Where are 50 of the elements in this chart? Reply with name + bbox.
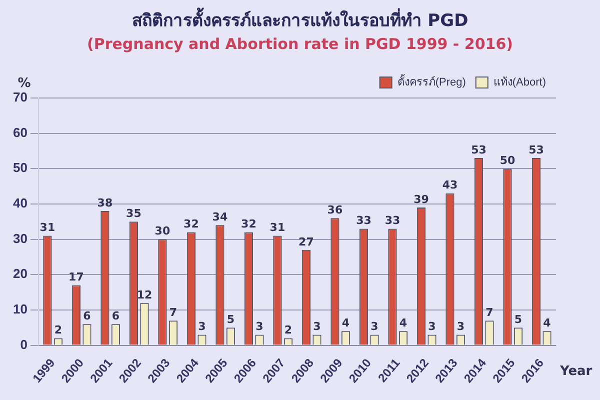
- data-label: 17: [68, 270, 84, 284]
- data-label: 32: [184, 218, 199, 231]
- data-label: 30: [154, 224, 170, 238]
- data-label: 31: [270, 221, 286, 234]
- data-label: 31: [40, 221, 56, 234]
- y-tick-label: 10: [12, 302, 28, 317]
- chart-title: สถิติการตั้งครรภ์และการแท้งในรอบที่ทำ PGD: [130, 6, 470, 33]
- data-label: 38: [97, 196, 113, 210]
- data-label: 32: [241, 218, 256, 231]
- data-label: 6: [112, 309, 120, 322]
- data-label: 3: [256, 320, 264, 334]
- data-label: 3: [370, 320, 378, 334]
- legend-label: ตั้งครรภ์(Preg): [397, 74, 466, 89]
- data-label: 36: [327, 203, 343, 216]
- data-label: 33: [356, 214, 372, 228]
- data-label: 6: [83, 309, 92, 322]
- data-label: 3: [198, 320, 206, 334]
- data-label: 3: [456, 320, 465, 334]
- data-label: 43: [442, 178, 458, 192]
- x-axis-title: Year: [559, 364, 593, 380]
- data-label: 35: [126, 207, 142, 220]
- data-label: 2: [284, 324, 292, 337]
- data-label: 5: [514, 312, 522, 326]
- data-label: 5: [226, 312, 235, 326]
- y-tick-label: 0: [20, 336, 28, 352]
- y-tick-label: 20: [12, 266, 28, 282]
- data-label: 33: [384, 214, 400, 228]
- data-label: 2: [54, 324, 62, 337]
- data-label: 53: [528, 143, 544, 156]
- data-label: 53: [471, 143, 486, 156]
- legend-label: แท้ง(Abort): [493, 76, 546, 89]
- data-label: 3: [313, 320, 321, 334]
- data-label: 34: [212, 210, 228, 224]
- data-label: 27: [298, 235, 314, 248]
- data-label: 4: [342, 316, 350, 330]
- y-axis-title: %: [18, 76, 31, 91]
- y-tick-label: 50: [12, 160, 28, 176]
- data-label: 50: [500, 154, 516, 168]
- data-label: 39: [414, 192, 429, 206]
- y-tick-label: 40: [12, 196, 28, 211]
- data-label: 7: [169, 306, 178, 319]
- data-label: 12: [136, 288, 152, 302]
- y-tick-label: 30: [12, 230, 28, 246]
- data-label: 4: [399, 316, 408, 330]
- y-tick-label: 60: [12, 124, 28, 140]
- data-label: 4: [543, 316, 552, 330]
- y-tick-label: 70: [12, 90, 28, 105]
- data-label: 3: [428, 320, 436, 334]
- data-label: 7: [486, 306, 494, 319]
- chart-subtitle: (Pregnancy and Abortion rate in PGD 1999 - 2016): [86, 35, 514, 53]
